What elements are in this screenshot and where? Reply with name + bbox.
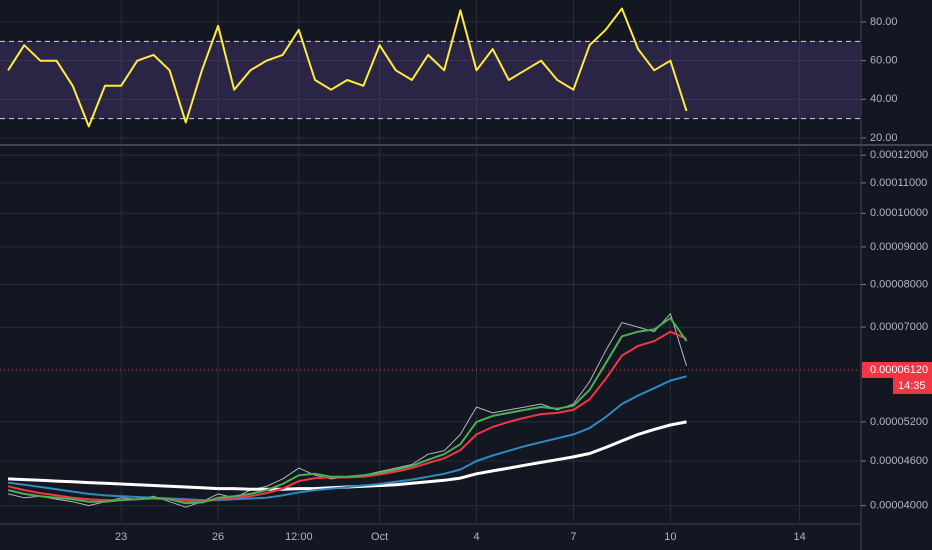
x-tick-label: 14 <box>793 531 805 543</box>
x-tick-label: 26 <box>212 531 224 543</box>
y-tick-label: 40.00 <box>870 93 898 105</box>
y-tick-label: 0.00011000 <box>870 177 927 189</box>
y-tick-label: 60.00 <box>870 55 898 67</box>
last-price-box <box>862 361 932 378</box>
y-tick-label: 0.00008000 <box>870 278 928 290</box>
y-tick-label: 0.00004600 <box>870 455 928 467</box>
countdown: 14:35 <box>898 380 926 392</box>
y-tick-label: 0.00010000 <box>870 207 928 219</box>
last-price-label: 0.00006120 <box>870 364 928 376</box>
series-line <box>7 7 688 128</box>
y-tick-label: 0.00004000 <box>870 500 928 512</box>
x-tick-label: 12:00 <box>285 531 313 543</box>
x-tick-label: 7 <box>570 531 576 543</box>
x-tick-label: 10 <box>664 531 676 543</box>
y-tick-label: 0.00012000 <box>870 149 928 161</box>
y-tick-label: 80.00 <box>870 16 898 28</box>
series-line <box>7 317 688 505</box>
x-tick-label: 4 <box>473 531 479 543</box>
y-tick-label: 0.00009000 <box>870 241 928 253</box>
x-tick-label: 23 <box>115 531 127 543</box>
countdown-box <box>893 377 932 394</box>
rsi-band <box>0 41 860 119</box>
y-tick-label: 0.00007000 <box>870 321 928 333</box>
series-line <box>7 375 687 502</box>
y-tick-label: 20.00 <box>870 132 898 144</box>
y-tick-label: 0.00005200 <box>870 416 928 428</box>
x-tick-label: Oct <box>371 531 388 543</box>
